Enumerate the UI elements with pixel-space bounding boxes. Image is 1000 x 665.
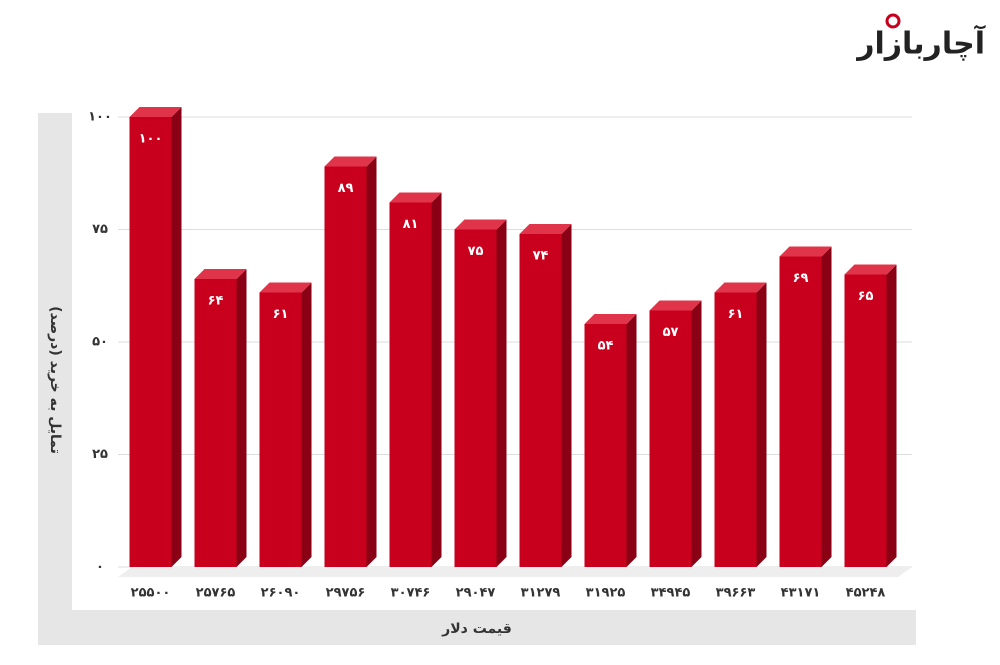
bar-top [779, 246, 832, 257]
bar [389, 202, 432, 567]
bar-side [496, 219, 507, 567]
y-axis-title: تمایل به خرید (درصد) [47, 306, 63, 454]
bar [519, 234, 562, 567]
value-label: ۱۰۰ [139, 132, 163, 147]
bar-top [584, 314, 637, 324]
bar-top [454, 219, 507, 230]
bar-top [714, 282, 767, 293]
bar-side [756, 282, 767, 567]
bar-top [194, 269, 247, 279]
x-tick-label: ۲۶۰۹۰ [261, 586, 301, 601]
bar-top [259, 282, 312, 293]
bar-side [366, 156, 377, 567]
bar-side [171, 107, 182, 567]
x-tick-label: ۳۴۹۴۵ [651, 586, 691, 601]
bar [649, 310, 692, 567]
bar [714, 292, 757, 567]
x-tick-label: ۴۳۱۷۱ [781, 586, 821, 601]
bar-top [519, 224, 572, 234]
bar [584, 324, 627, 567]
value-label: ۸۹ [338, 181, 354, 196]
bar [129, 117, 172, 567]
value-label: ۷۵ [468, 244, 484, 259]
x-tick-label: ۳۱۲۷۹ [521, 586, 561, 601]
y-tick-label: ۷۵ [92, 222, 108, 237]
x-axis-title: قیمت دلار [441, 621, 512, 637]
x-tick-label: ۴۵۲۴۸ [846, 586, 886, 601]
value-label: ۷۴ [533, 249, 549, 264]
bar-top [129, 107, 182, 117]
bar [454, 229, 497, 567]
y-tick-label: ۰ [96, 560, 104, 575]
bar-top [389, 192, 442, 203]
bar [324, 166, 367, 567]
bar-side [821, 246, 832, 567]
bar-side [886, 264, 897, 567]
logo-dot [885, 13, 901, 29]
value-label: ۶۹ [793, 271, 809, 286]
bar [194, 279, 237, 567]
y-tick-label: ۲۵ [92, 447, 108, 462]
value-label: ۵۴ [598, 339, 614, 354]
bar [259, 292, 302, 567]
x-tick-label: ۲۵۵۰۰ [131, 586, 171, 601]
x-tick-label: ۳۰۷۴۶ [391, 586, 431, 601]
bar-side [626, 314, 637, 567]
value-label: ۸۱ [403, 217, 419, 232]
bar-top [649, 300, 702, 311]
value-label: ۶۴ [208, 294, 224, 309]
bar-side [431, 192, 442, 567]
bar [779, 256, 822, 567]
value-label: ۶۵ [858, 289, 874, 304]
bar-side [236, 269, 247, 567]
bar [844, 274, 887, 567]
floor [118, 567, 912, 577]
bar-side [561, 224, 572, 567]
bar-side [301, 282, 312, 567]
x-tick-label: ۳۹۶۶۳ [716, 586, 756, 601]
logo: آچاربازار [855, 25, 986, 62]
value-label: ۵۷ [663, 325, 679, 340]
bar-top [324, 156, 377, 167]
y-tick-label: ۱۰۰ [88, 110, 112, 125]
value-label: ۶۱ [728, 307, 744, 322]
x-tick-label: ۲۹۰۴۷ [456, 586, 496, 601]
value-label: ۶۱ [273, 307, 289, 322]
x-tick-label: ۲۹۷۵۶ [326, 586, 366, 601]
x-tick-label: ۳۱۹۲۵ [586, 586, 626, 601]
bar-side [691, 300, 702, 567]
bar-top [844, 264, 897, 275]
y-tick-label: ۵۰ [92, 335, 108, 350]
x-tick-label: ۲۵۷۶۵ [196, 586, 236, 601]
